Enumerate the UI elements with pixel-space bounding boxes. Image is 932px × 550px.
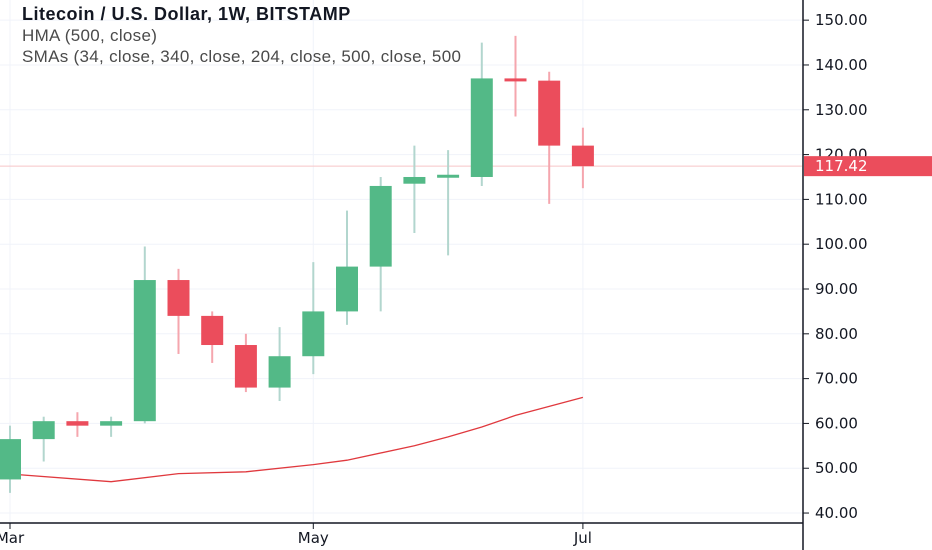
candle-body [66,421,89,426]
candle-body [234,345,257,388]
candle-body [470,78,493,177]
candle[interactable] [538,71,561,204]
last-price-label: 117.42 [815,157,868,175]
candle[interactable] [100,416,123,437]
candle-body [100,421,123,426]
candle[interactable] [167,268,190,354]
last-price-tag-background [804,156,932,177]
candle-body [268,356,291,388]
price-tick-label: 40.00 [815,504,858,522]
candle[interactable] [268,327,291,402]
price-tick-label: 70.00 [815,370,858,388]
candle-body [133,280,156,422]
smas-indicator-label[interactable]: SMAs (34, close, 340, close, 204, close,… [22,47,462,66]
time-tick-label: Jul [573,529,592,547]
candle-body [571,145,594,167]
price-tick-label: 50.00 [815,459,858,477]
price-tick-label: 80.00 [815,325,858,343]
last-price-tag: 117.42 [804,156,932,177]
candle[interactable] [336,210,358,325]
price-axis[interactable]: 40.00 50.00 60.00 70.00 80.00 90.00 100.00 110.… [803,11,868,522]
candle[interactable] [302,262,325,375]
candle-body [369,185,392,267]
candle-body [538,80,561,146]
candle[interactable] [403,145,426,233]
candle[interactable] [504,35,527,117]
candle[interactable] [234,333,257,393]
candle-body [504,78,527,82]
grid-lines [0,0,802,522]
price-tick-label: 60.00 [815,414,858,432]
candle-body [336,266,358,312]
candle-body [32,421,55,440]
candles-group[interactable] [0,35,594,493]
hma-indicator-label[interactable]: HMA (500, close) [22,26,158,45]
candle-body [167,280,190,316]
candle-body [302,311,325,357]
candle[interactable] [32,416,55,462]
candle-body [403,176,426,184]
time-tick-label: Mar [0,529,25,547]
candle[interactable] [369,176,392,312]
candle[interactable] [470,42,493,186]
price-tick-label: 150.00 [815,11,868,29]
price-tick-label: 90.00 [815,280,858,298]
candle-body [0,439,21,480]
price-tick-label: 140.00 [815,56,868,74]
time-axis[interactable]: Mar May Jul [0,523,592,547]
candle[interactable] [571,127,594,189]
candle[interactable] [0,425,21,493]
symbol-title[interactable]: Litecoin / U.S. Dollar, 1W, BITSTAMP [22,4,351,24]
candle-body [437,174,460,178]
sma-line [0,396,584,483]
chart-legend: Litecoin / U.S. Dollar, 1W, BITSTAMP HMA… [22,4,802,67]
price-tick-label: 100.00 [815,235,868,253]
price-tick-label: 130.00 [815,101,868,119]
candle[interactable] [66,412,89,437]
time-tick-label: May [298,529,329,547]
candle[interactable] [437,150,460,256]
candle[interactable] [133,246,156,424]
candle[interactable] [201,311,224,363]
candle-body [201,315,224,346]
price-tick-label: 110.00 [815,190,868,208]
